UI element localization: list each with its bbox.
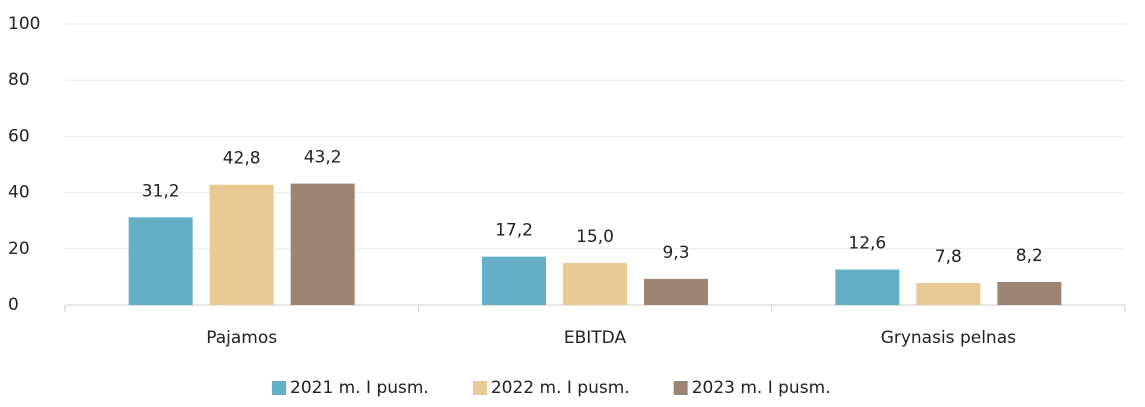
- x-tick-label: Grynasis pelnas: [881, 328, 1016, 348]
- data-label: 9,3: [662, 243, 689, 263]
- data-label: 43,2: [304, 148, 342, 168]
- legend-label: 2023 m. I pusm.: [692, 378, 831, 398]
- bar: [563, 262, 627, 305]
- data-label: 17,2: [495, 221, 533, 241]
- y-tick-label: 0: [8, 295, 19, 315]
- bar: [209, 184, 274, 305]
- data-label: 7,8: [935, 247, 962, 267]
- bar: [128, 217, 193, 305]
- legend-swatch: [272, 381, 286, 395]
- legend-swatch: [472, 381, 487, 395]
- y-tick-label: 60: [8, 126, 30, 146]
- y-tick-label: 100: [8, 14, 40, 34]
- bar: [916, 283, 981, 305]
- bar: [644, 278, 708, 305]
- bar: [997, 281, 1062, 305]
- y-tick-label: 40: [8, 183, 30, 203]
- x-tick-label: Pajamos: [206, 328, 277, 348]
- data-label: 15,0: [576, 227, 614, 247]
- x-tick-label: EBITDA: [564, 328, 627, 348]
- data-label: 31,2: [142, 181, 180, 201]
- y-tick-label: 20: [8, 239, 30, 259]
- bar: [290, 183, 355, 305]
- legend-label: 2021 m. I pusm.: [290, 378, 429, 398]
- legend-label: 2022 m. I pusm.: [491, 378, 630, 398]
- legend-swatch: [673, 381, 688, 395]
- data-label: 42,8: [223, 149, 261, 169]
- data-label: 12,6: [848, 234, 886, 254]
- bar: [835, 269, 900, 305]
- bar: [482, 256, 546, 305]
- data-label: 8,2: [1016, 246, 1043, 266]
- y-tick-label: 80: [8, 70, 30, 90]
